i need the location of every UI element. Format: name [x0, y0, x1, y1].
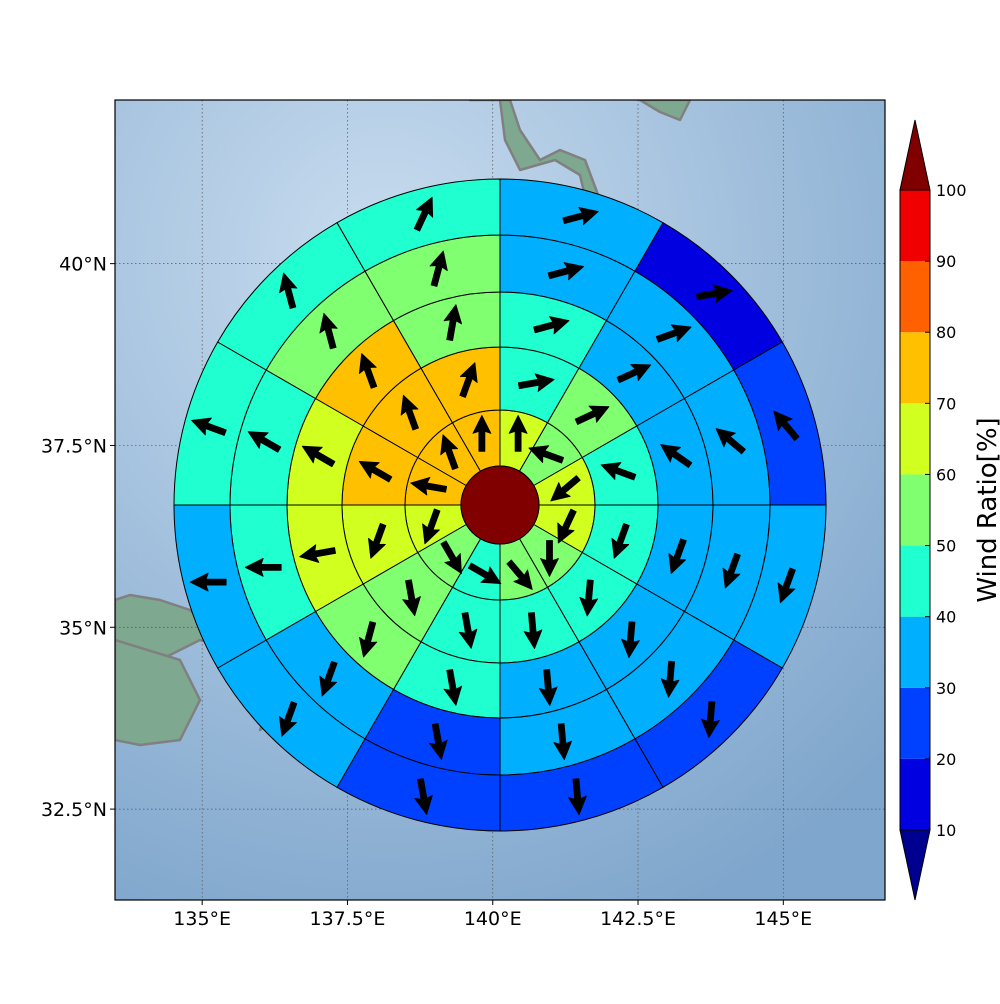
wind-arrow — [440, 540, 462, 574]
wind-arrow — [550, 475, 581, 502]
wind-arrow — [422, 508, 441, 545]
land-mass — [638, 100, 692, 122]
wind-arrow — [696, 284, 733, 303]
wind-arrow — [547, 262, 585, 281]
colorbar-tick-label: 30 — [936, 679, 956, 698]
wind-arrow — [319, 660, 338, 697]
wind-arrow — [600, 462, 637, 481]
wind-arrow — [459, 362, 478, 398]
wind-arrow — [189, 572, 227, 592]
y-tick-label: 40°N — [59, 254, 107, 276]
wind-arrow — [715, 428, 746, 455]
wind-arrow — [299, 544, 337, 563]
wind-arrow — [440, 434, 459, 471]
y-tick-label: 35°N — [59, 617, 107, 639]
wind-arrow — [557, 508, 577, 544]
x-tick-label: 137.5°E — [309, 908, 385, 930]
colorbar-bin — [900, 332, 930, 404]
wind-arrow — [414, 778, 433, 815]
wind-arrow — [359, 621, 378, 658]
colorbar-bin — [900, 758, 930, 830]
wind-arrow — [358, 353, 378, 389]
wind-arrow — [722, 552, 741, 589]
wind-arrow — [508, 414, 528, 452]
wind-arrow — [429, 723, 448, 760]
colorbar-bin — [900, 687, 930, 759]
wind-arrow — [402, 579, 421, 617]
colorbar-bin — [900, 474, 930, 546]
colorbar-bin — [900, 261, 930, 333]
y-tick-label: 32.5°N — [41, 799, 107, 821]
colorbar-tick-label: 70 — [936, 394, 956, 413]
colorbar-tick-label: 60 — [936, 465, 956, 484]
wind-arrow — [611, 523, 630, 559]
wind-arrow — [279, 272, 298, 309]
wind-arrow — [443, 668, 463, 706]
land-mass — [115, 638, 202, 747]
colorbar-tick-label: 100 — [936, 181, 967, 200]
y-tick-label: 37.5°N — [41, 435, 107, 457]
wind-arrow — [528, 445, 565, 464]
wind-arrow — [655, 324, 692, 343]
colorbar-tick-label: 90 — [936, 252, 956, 271]
colorbar-bin — [900, 190, 930, 262]
wind-arrow — [279, 701, 298, 737]
colorbar-label: Wind Ratio[%] — [973, 417, 1000, 602]
wind-arrow — [413, 196, 434, 232]
x-tick-label: 140°E — [464, 908, 522, 930]
wind-arrow — [668, 538, 687, 574]
wind-arrow — [574, 405, 610, 425]
wind-arrow — [517, 373, 555, 392]
colorbar-bin — [900, 545, 930, 617]
wind-arrow — [777, 567, 796, 604]
wind-arrow — [358, 460, 393, 483]
center-disk — [460, 465, 540, 545]
x-tick-label: 135°E — [173, 908, 231, 930]
wind-arrow — [660, 660, 680, 698]
x-tick-label: 145°E — [754, 908, 812, 930]
wind-arrow — [701, 701, 720, 739]
wind-arrow — [410, 476, 448, 496]
wind-arrow — [616, 363, 652, 384]
wind-arrow — [523, 612, 543, 650]
wind-arrow — [472, 414, 492, 452]
colorbar-frame — [899, 189, 931, 831]
wind-arrow — [443, 304, 463, 342]
wind-arrow — [538, 669, 558, 707]
wind-arrow — [319, 312, 338, 350]
wind-arrow — [191, 417, 227, 436]
wind-arrow — [562, 207, 599, 226]
wind-arrow — [400, 394, 419, 431]
wind-arrow — [506, 559, 533, 590]
wind-arrow — [773, 410, 800, 441]
wind-arrow — [368, 523, 387, 559]
wind-arrow — [247, 431, 282, 453]
wind-arrow — [429, 250, 448, 287]
wind-arrow — [458, 611, 478, 649]
wind-arrow — [621, 621, 640, 659]
wind-arrow — [533, 316, 570, 335]
wind-arrow — [660, 444, 693, 469]
colorbar-bin — [900, 403, 930, 475]
wind-arrow — [301, 445, 336, 468]
wind-arrow — [568, 778, 587, 816]
colorbar-over-extension — [899, 119, 931, 191]
colorbar-tick-label: 80 — [936, 323, 956, 342]
wind-arrow — [244, 557, 282, 577]
x-tick-label: 142.5°E — [600, 908, 676, 930]
wind-arrow — [579, 579, 599, 617]
colorbar-tick-label: 50 — [936, 537, 956, 556]
map-frame — [114, 99, 886, 901]
wind-arrow — [540, 540, 559, 577]
colorbar-under-extension — [899, 829, 931, 901]
colorbar-bin — [900, 616, 930, 688]
colorbar-tick-label: 10 — [936, 821, 956, 840]
colorbar-tick-label: 20 — [936, 750, 956, 769]
colorbar-tick-label: 40 — [936, 608, 956, 627]
wind-arrow — [467, 562, 502, 585]
wind-arrow — [553, 723, 573, 761]
